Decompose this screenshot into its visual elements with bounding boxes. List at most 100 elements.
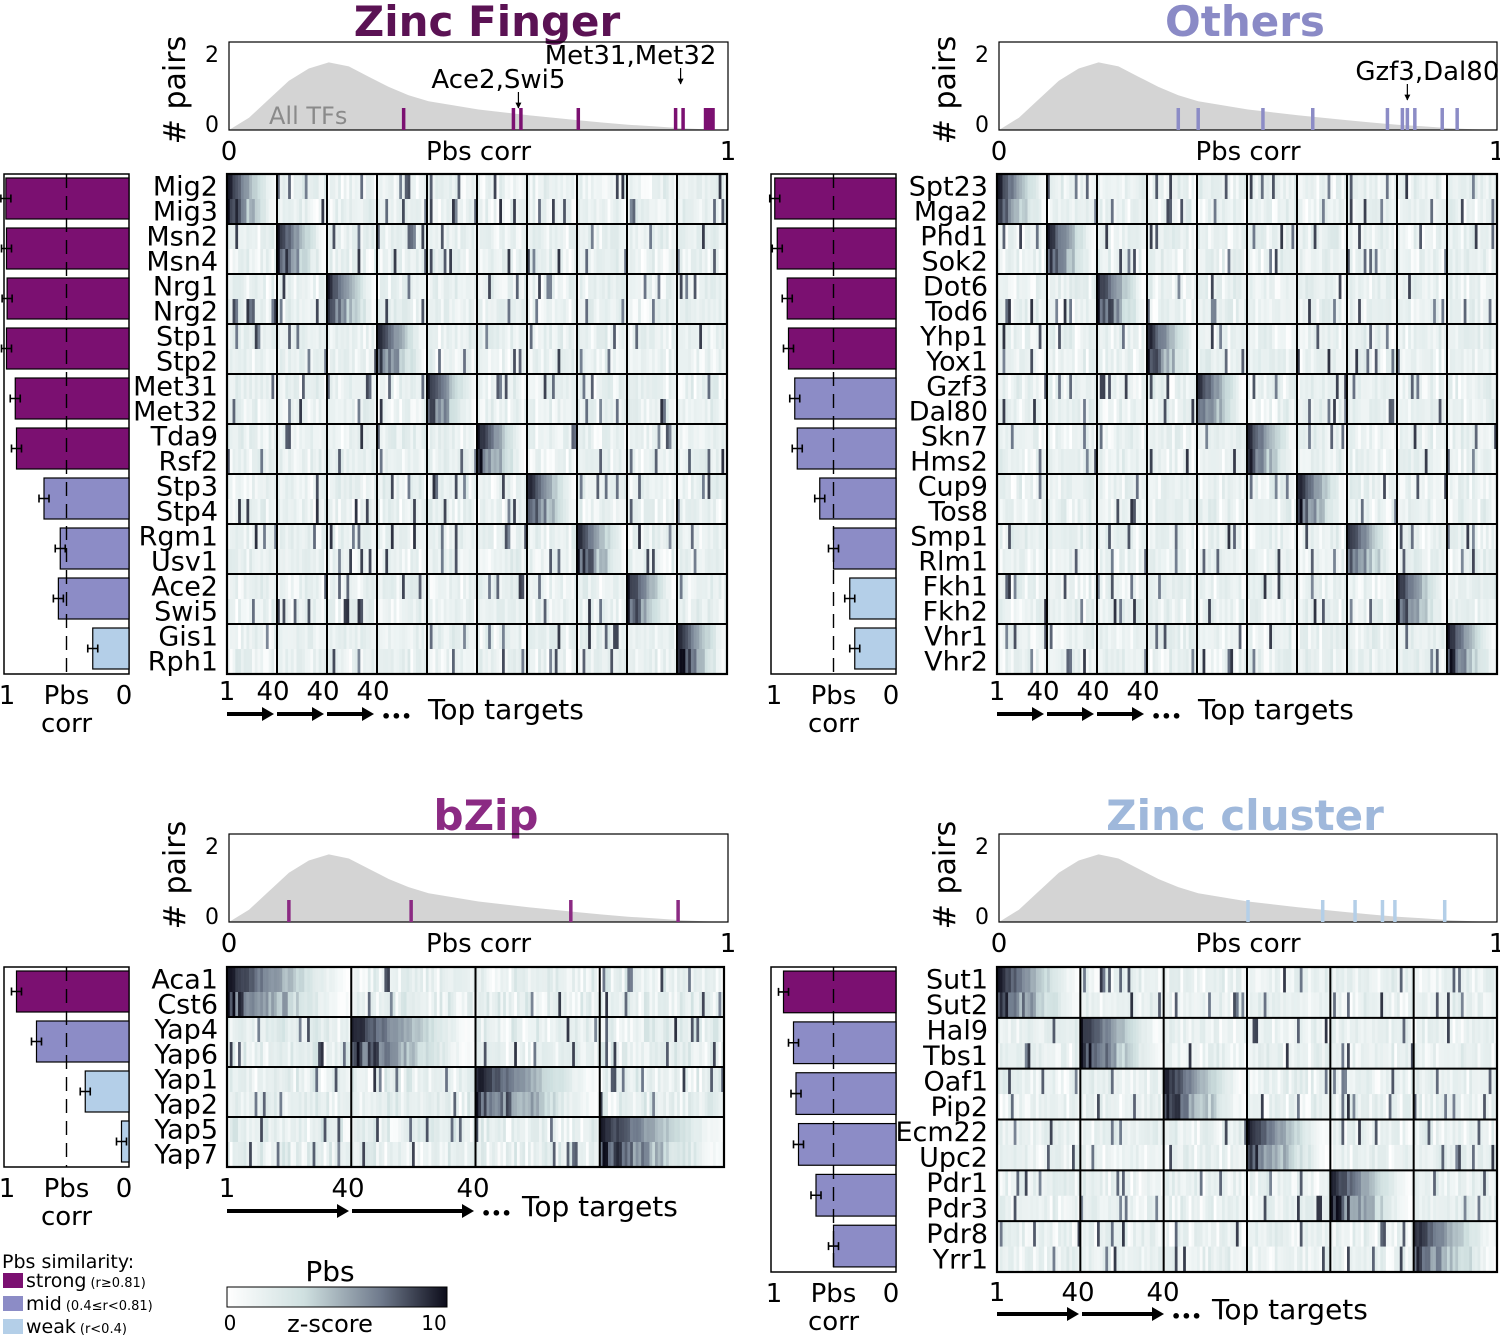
zinc-finger-heatmap-cell [229,274,233,300]
zinc-finger-heatmap-cell [332,274,336,300]
zinc-finger-heatmap-cell [365,249,369,275]
zinc-finger-heatmap-cell [293,399,297,425]
zinc-finger-heatmap-cell [593,174,597,200]
others-heatmap-cell [1144,324,1148,350]
zinc-finger-heatmap-cell [288,324,292,350]
zinc-finger-heatmap-cell [560,374,564,400]
zinc-finger-tt-40: 40 [256,677,289,707]
zinc-finger-heatmap-cell [527,174,531,200]
others-heatmap-cell [1030,224,1034,250]
zinc-finger-heatmap-cell [479,549,483,575]
zinc-finger-heatmap-cell [663,174,667,200]
others-heatmap-cell [1324,324,1328,350]
others-heatmap-cell [1135,224,1139,250]
others-heatmap-cell [999,224,1003,250]
zinc-finger-heatmap-cell [713,499,717,525]
zinc-finger-heatmap-cell [457,624,461,650]
zinc-finger-heatmap-cell [282,424,286,450]
others-heatmap-cell [1030,274,1034,300]
others-heatmap-cell [1238,199,1242,225]
zinc-finger-heatmap-cell [410,299,414,325]
others-heatmap-cell [1380,174,1384,200]
zinc-finger-heatmap-cell [457,274,461,300]
zinc-finger-heatmap-cell [724,449,728,475]
zinc-finger-heatmap-cell [232,349,236,375]
zinc-finger-heatmap-cell [407,299,411,325]
others-heatmap-cell [1385,299,1389,325]
zinc-finger-heatmap-cell [540,524,544,550]
zinc-finger-heatmap-cell [279,424,283,450]
zinc-finger-heatmap-cell [549,624,553,650]
others-heatmap-cell [1308,249,1312,275]
zinc-finger-heatmap-cell [452,449,456,475]
zinc-finger-heatmap-cell [440,274,444,300]
zinc-finger-heatmap-cell [468,299,472,325]
others-heatmap-cell [1174,324,1178,350]
others-heatmap-row [997,299,1498,325]
zinc-finger-heatmap-cell [390,599,394,625]
zinc-finger-heatmap-cell [563,249,567,275]
zinc-finger-heatmap-cell [338,249,342,275]
zinc-finger-heatmap-cell [535,274,539,300]
zinc-finger-heatmap-cell [685,474,689,500]
zinc-finger-heatmap-cell [321,549,325,575]
zinc-finger-heatmap-cell [518,574,522,600]
tf-label: Stp4 [156,497,218,528]
others-heatmap-cell [1330,224,1334,250]
zinc-finger-heatmap-cell [652,474,656,500]
zinc-finger-heatmap-cell [363,524,367,550]
zinc-finger-heatmap-cell [721,274,725,300]
zinc-finger-heatmap-cell [343,649,347,675]
zinc-finger-heatmap-cell [263,374,267,400]
zinc-finger-heatmap-cell [390,174,394,200]
zinc-finger-heatmap-cell [390,324,394,350]
others-heatmap-cell [1085,299,1089,325]
others-heatmap-cell [1277,224,1281,250]
zinc-finger-heatmap-cell [554,649,558,675]
zinc-finger-heatmap-cell [652,499,656,525]
zinc-finger-heatmap-cell [418,199,422,225]
zinc-finger-heatmap-cell [340,574,344,600]
zinc-finger-heatmap-cell [257,349,261,375]
others-heatmap-cell [1088,249,1092,275]
others-heatmap-cell [1080,174,1084,200]
zinc-finger-heatmap-cell [535,249,539,275]
others-heatmap-cell [1241,224,1245,250]
others-heatmap-cell [1416,199,1420,225]
others-heatmap-cell [1274,324,1278,350]
others-heatmap-cell [1205,299,1209,325]
zinc-finger-heatmap-cell [368,274,372,300]
zinc-finger-heatmap-cell [327,524,331,550]
zinc-finger-heatmap-cell [710,624,714,650]
zinc-finger-heatmap-cell [410,349,414,375]
zinc-finger-heatmap-cell [707,499,711,525]
zinc-finger-heatmap-cell [432,599,436,625]
zinc-finger-heatmap-cell [357,274,361,300]
others-heatmap-cell [1299,249,1303,275]
zinc-finger-heatmap-cell [632,424,636,450]
zinc-finger-heatmap-cell [543,249,547,275]
others-heatmap-cell [1380,249,1384,275]
zinc-finger-heatmap-cell [263,574,267,600]
zinc-finger-heatmap-cell [696,599,700,625]
others-heatmap-cell [1377,274,1381,300]
zinc-finger-heatmap-cell [518,449,522,475]
zinc-finger-heatmap-cell [443,524,447,550]
others-heatmap-cell [1455,249,1459,275]
zinc-finger-heatmap-cell [638,324,642,350]
zinc-finger-heatmap-cell [604,424,608,450]
others-heatmap-cell [1230,299,1234,325]
zinc-finger-heatmap-cell [324,374,328,400]
others-heatmap-cell [1424,224,1428,250]
others-heatmap-cell [1255,249,1259,275]
others-heatmap-cell [1238,324,1242,350]
zinc-finger-heatmap-cell [602,624,606,650]
zinc-finger-heatmap-cell [540,374,544,400]
zinc-finger-heatmap-cell [240,599,244,625]
zinc-finger-heatmap-cell [263,599,267,625]
zinc-finger-heatmap-cell [243,174,247,200]
zinc-finger-heatmap-cell [574,174,578,200]
others-heatmap-cell [1055,299,1059,325]
zinc-finger-heatmap-cell [352,399,356,425]
zinc-finger-heatmap-cell [354,624,358,650]
